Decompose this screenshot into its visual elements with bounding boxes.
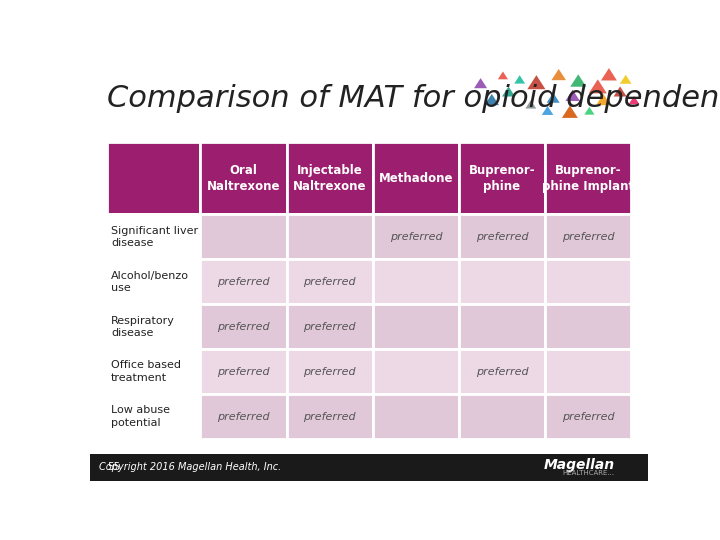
Text: Buprenor-
phine: Buprenor- phine (469, 164, 536, 193)
Bar (373, 305, 459, 349)
Text: Copyright 2016 Magellan Health, Inc.: Copyright 2016 Magellan Health, Inc. (99, 462, 282, 472)
Bar (459, 394, 545, 439)
Bar (459, 214, 545, 259)
Text: 55: 55 (107, 462, 120, 472)
Bar (287, 394, 373, 439)
Bar (373, 214, 459, 259)
Polygon shape (552, 69, 566, 80)
Polygon shape (570, 75, 586, 87)
Text: preferred: preferred (562, 232, 614, 242)
Text: Comparison of MAT for opioid dependence: Comparison of MAT for opioid dependence (107, 84, 720, 112)
Text: preferred: preferred (217, 411, 270, 422)
Text: preferred: preferred (303, 367, 356, 377)
Bar (545, 394, 631, 439)
Text: Oral
Naltrexone: Oral Naltrexone (207, 164, 280, 193)
Polygon shape (613, 86, 626, 97)
Bar (200, 259, 287, 305)
Polygon shape (629, 96, 639, 104)
Text: Respiratory
disease: Respiratory disease (111, 315, 175, 338)
Bar (107, 305, 200, 349)
Text: preferred: preferred (303, 411, 356, 422)
Text: preferred: preferred (562, 411, 614, 422)
Polygon shape (589, 79, 607, 93)
Text: Office based
treatment: Office based treatment (111, 361, 181, 383)
Bar (200, 141, 287, 214)
Bar (200, 214, 287, 259)
Bar (545, 259, 631, 305)
Polygon shape (541, 106, 554, 115)
Polygon shape (562, 105, 578, 118)
Bar (459, 259, 545, 305)
Bar (287, 259, 373, 305)
Bar (373, 141, 459, 214)
Text: Magellan: Magellan (544, 458, 615, 472)
Bar (459, 349, 545, 394)
Text: preferred: preferred (217, 277, 270, 287)
Text: Injectable
Naltrexone: Injectable Naltrexone (293, 164, 366, 193)
Bar (373, 259, 459, 305)
Bar (107, 259, 200, 305)
Bar (373, 394, 459, 439)
Polygon shape (498, 71, 508, 79)
Polygon shape (514, 75, 525, 84)
Bar (545, 214, 631, 259)
Polygon shape (565, 90, 580, 101)
Bar (200, 305, 287, 349)
Bar (287, 349, 373, 394)
Text: Methadone: Methadone (379, 172, 453, 185)
Text: Buprenor-
phine Implant: Buprenor- phine Implant (542, 164, 634, 193)
Bar (459, 141, 545, 214)
Polygon shape (474, 78, 487, 88)
Polygon shape (527, 75, 546, 89)
Text: preferred: preferred (476, 367, 528, 377)
Bar (200, 394, 287, 439)
Bar (545, 349, 631, 394)
Bar (200, 349, 287, 394)
Bar (545, 305, 631, 349)
Bar (287, 305, 373, 349)
Text: preferred: preferred (217, 322, 270, 332)
Text: preferred: preferred (303, 322, 356, 332)
Text: Alcohol/benzo
use: Alcohol/benzo use (111, 271, 189, 293)
Bar (90, 454, 648, 481)
Bar (287, 141, 373, 214)
Text: Significant liver
disease: Significant liver disease (111, 226, 198, 248)
Bar (107, 394, 200, 439)
Text: preferred: preferred (303, 277, 356, 287)
Text: HEALTHCARE...: HEALTHCARE... (562, 470, 615, 476)
Polygon shape (585, 107, 595, 114)
Bar (459, 305, 545, 349)
Polygon shape (485, 94, 499, 105)
Text: preferred: preferred (217, 367, 270, 377)
Bar (107, 349, 200, 394)
Polygon shape (601, 68, 617, 80)
Bar (545, 141, 631, 214)
Text: preferred: preferred (476, 232, 528, 242)
Text: Low abuse
potential: Low abuse potential (111, 406, 170, 428)
Polygon shape (596, 94, 611, 105)
Polygon shape (526, 100, 536, 109)
Polygon shape (502, 86, 515, 97)
Bar (107, 214, 200, 259)
Polygon shape (620, 75, 631, 84)
Text: preferred: preferred (390, 232, 442, 242)
Bar (287, 214, 373, 259)
Bar (373, 349, 459, 394)
Polygon shape (546, 93, 559, 103)
Bar (107, 141, 200, 214)
